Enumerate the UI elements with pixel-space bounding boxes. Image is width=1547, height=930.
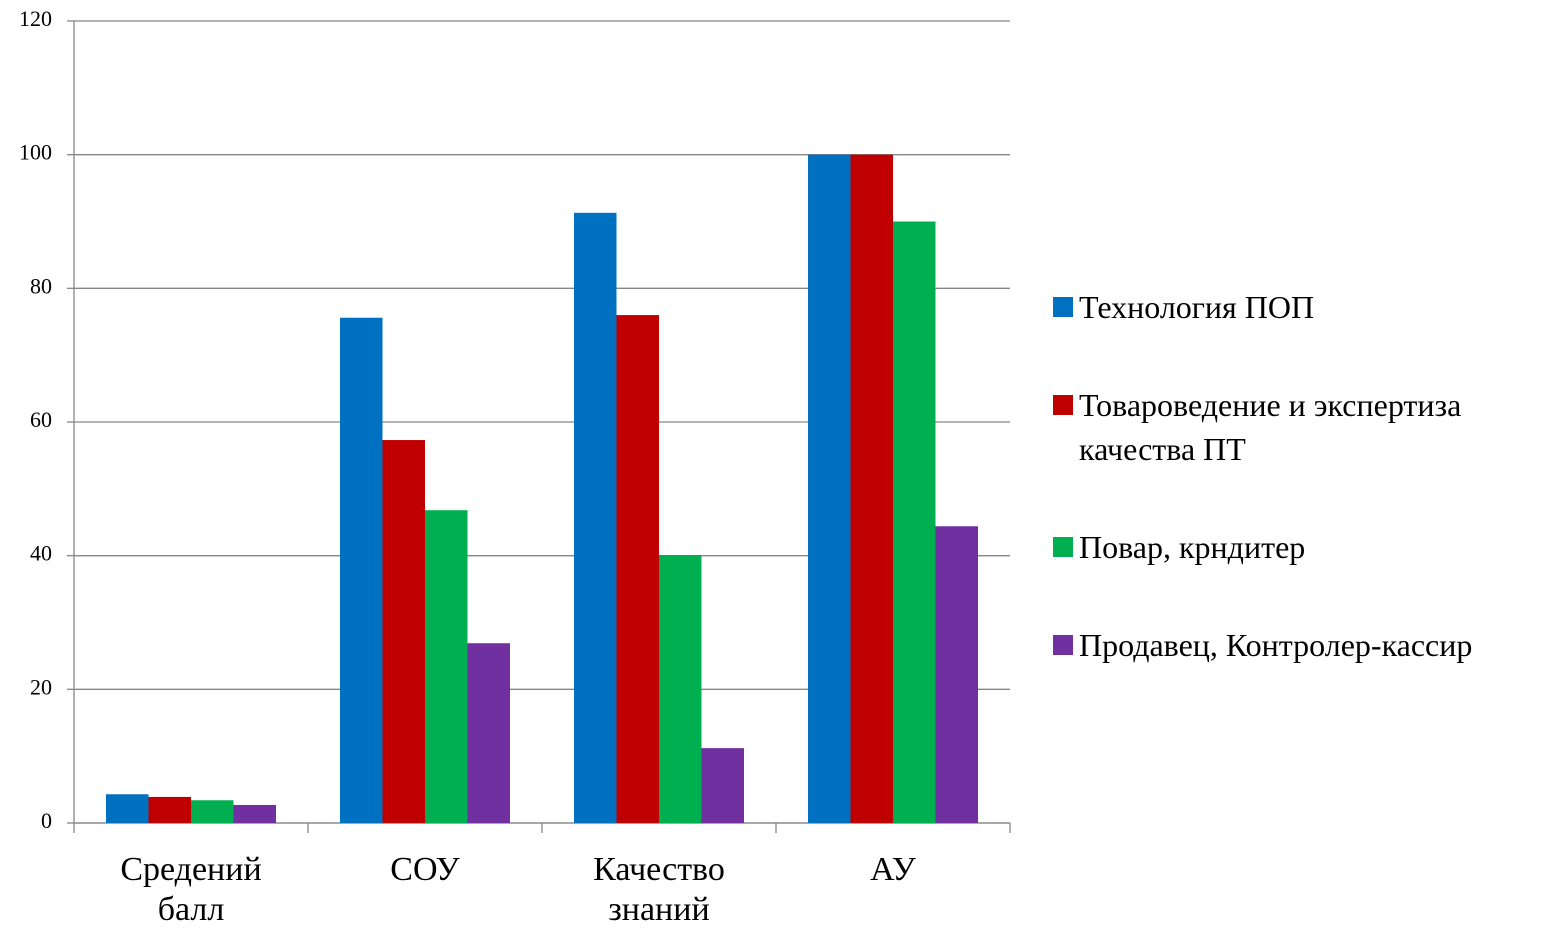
legend-item: Продавец, Контролер-кассир bbox=[1053, 623, 1543, 667]
x-tick-label: АУ bbox=[870, 851, 916, 888]
x-tick-label: Средений балл bbox=[120, 851, 262, 928]
legend: Технология ПОП Товароведение и экспертиза… bbox=[1053, 285, 1543, 667]
bar bbox=[808, 154, 851, 823]
bar bbox=[425, 510, 468, 823]
legend-label: Продавец, Контролер-кассир bbox=[1079, 627, 1473, 663]
y-tick-label: 120 bbox=[19, 6, 52, 31]
legend-item: Повар, крндитер bbox=[1053, 525, 1543, 569]
bar bbox=[935, 526, 978, 823]
bar bbox=[850, 154, 893, 823]
y-tick-label: 60 bbox=[30, 407, 52, 432]
y-tick-label: 40 bbox=[30, 541, 52, 566]
bar bbox=[701, 748, 744, 823]
y-tick-label: 20 bbox=[30, 674, 52, 699]
bar bbox=[148, 796, 191, 823]
x-tick-label: Качество знаний bbox=[593, 851, 725, 928]
legend-swatch bbox=[1053, 297, 1073, 317]
bar bbox=[574, 212, 617, 824]
legend-item: Товароведение и экспертиза качества ПТ bbox=[1053, 383, 1543, 471]
y-tick-label: 80 bbox=[30, 273, 52, 298]
legend-label: Технология ПОП bbox=[1079, 289, 1315, 325]
legend-swatch bbox=[1053, 395, 1073, 415]
legend-label: Товароведение и экспертиза качества ПТ bbox=[1079, 387, 1462, 467]
bar bbox=[382, 440, 425, 823]
legend-swatch bbox=[1053, 537, 1073, 557]
bar bbox=[340, 317, 383, 823]
bar bbox=[893, 221, 936, 823]
bar bbox=[106, 794, 149, 823]
bar bbox=[616, 315, 659, 823]
y-tick-label: 0 bbox=[41, 808, 52, 833]
legend-label: Повар, крндитер bbox=[1079, 529, 1306, 565]
legend-item: Технология ПОП bbox=[1053, 285, 1543, 329]
x-tick-label: СОУ bbox=[390, 851, 460, 888]
legend-swatch bbox=[1053, 635, 1073, 655]
bar bbox=[191, 800, 234, 823]
y-tick-label: 100 bbox=[19, 140, 52, 165]
bar bbox=[233, 804, 276, 823]
bar bbox=[659, 554, 702, 823]
bar bbox=[467, 643, 510, 823]
